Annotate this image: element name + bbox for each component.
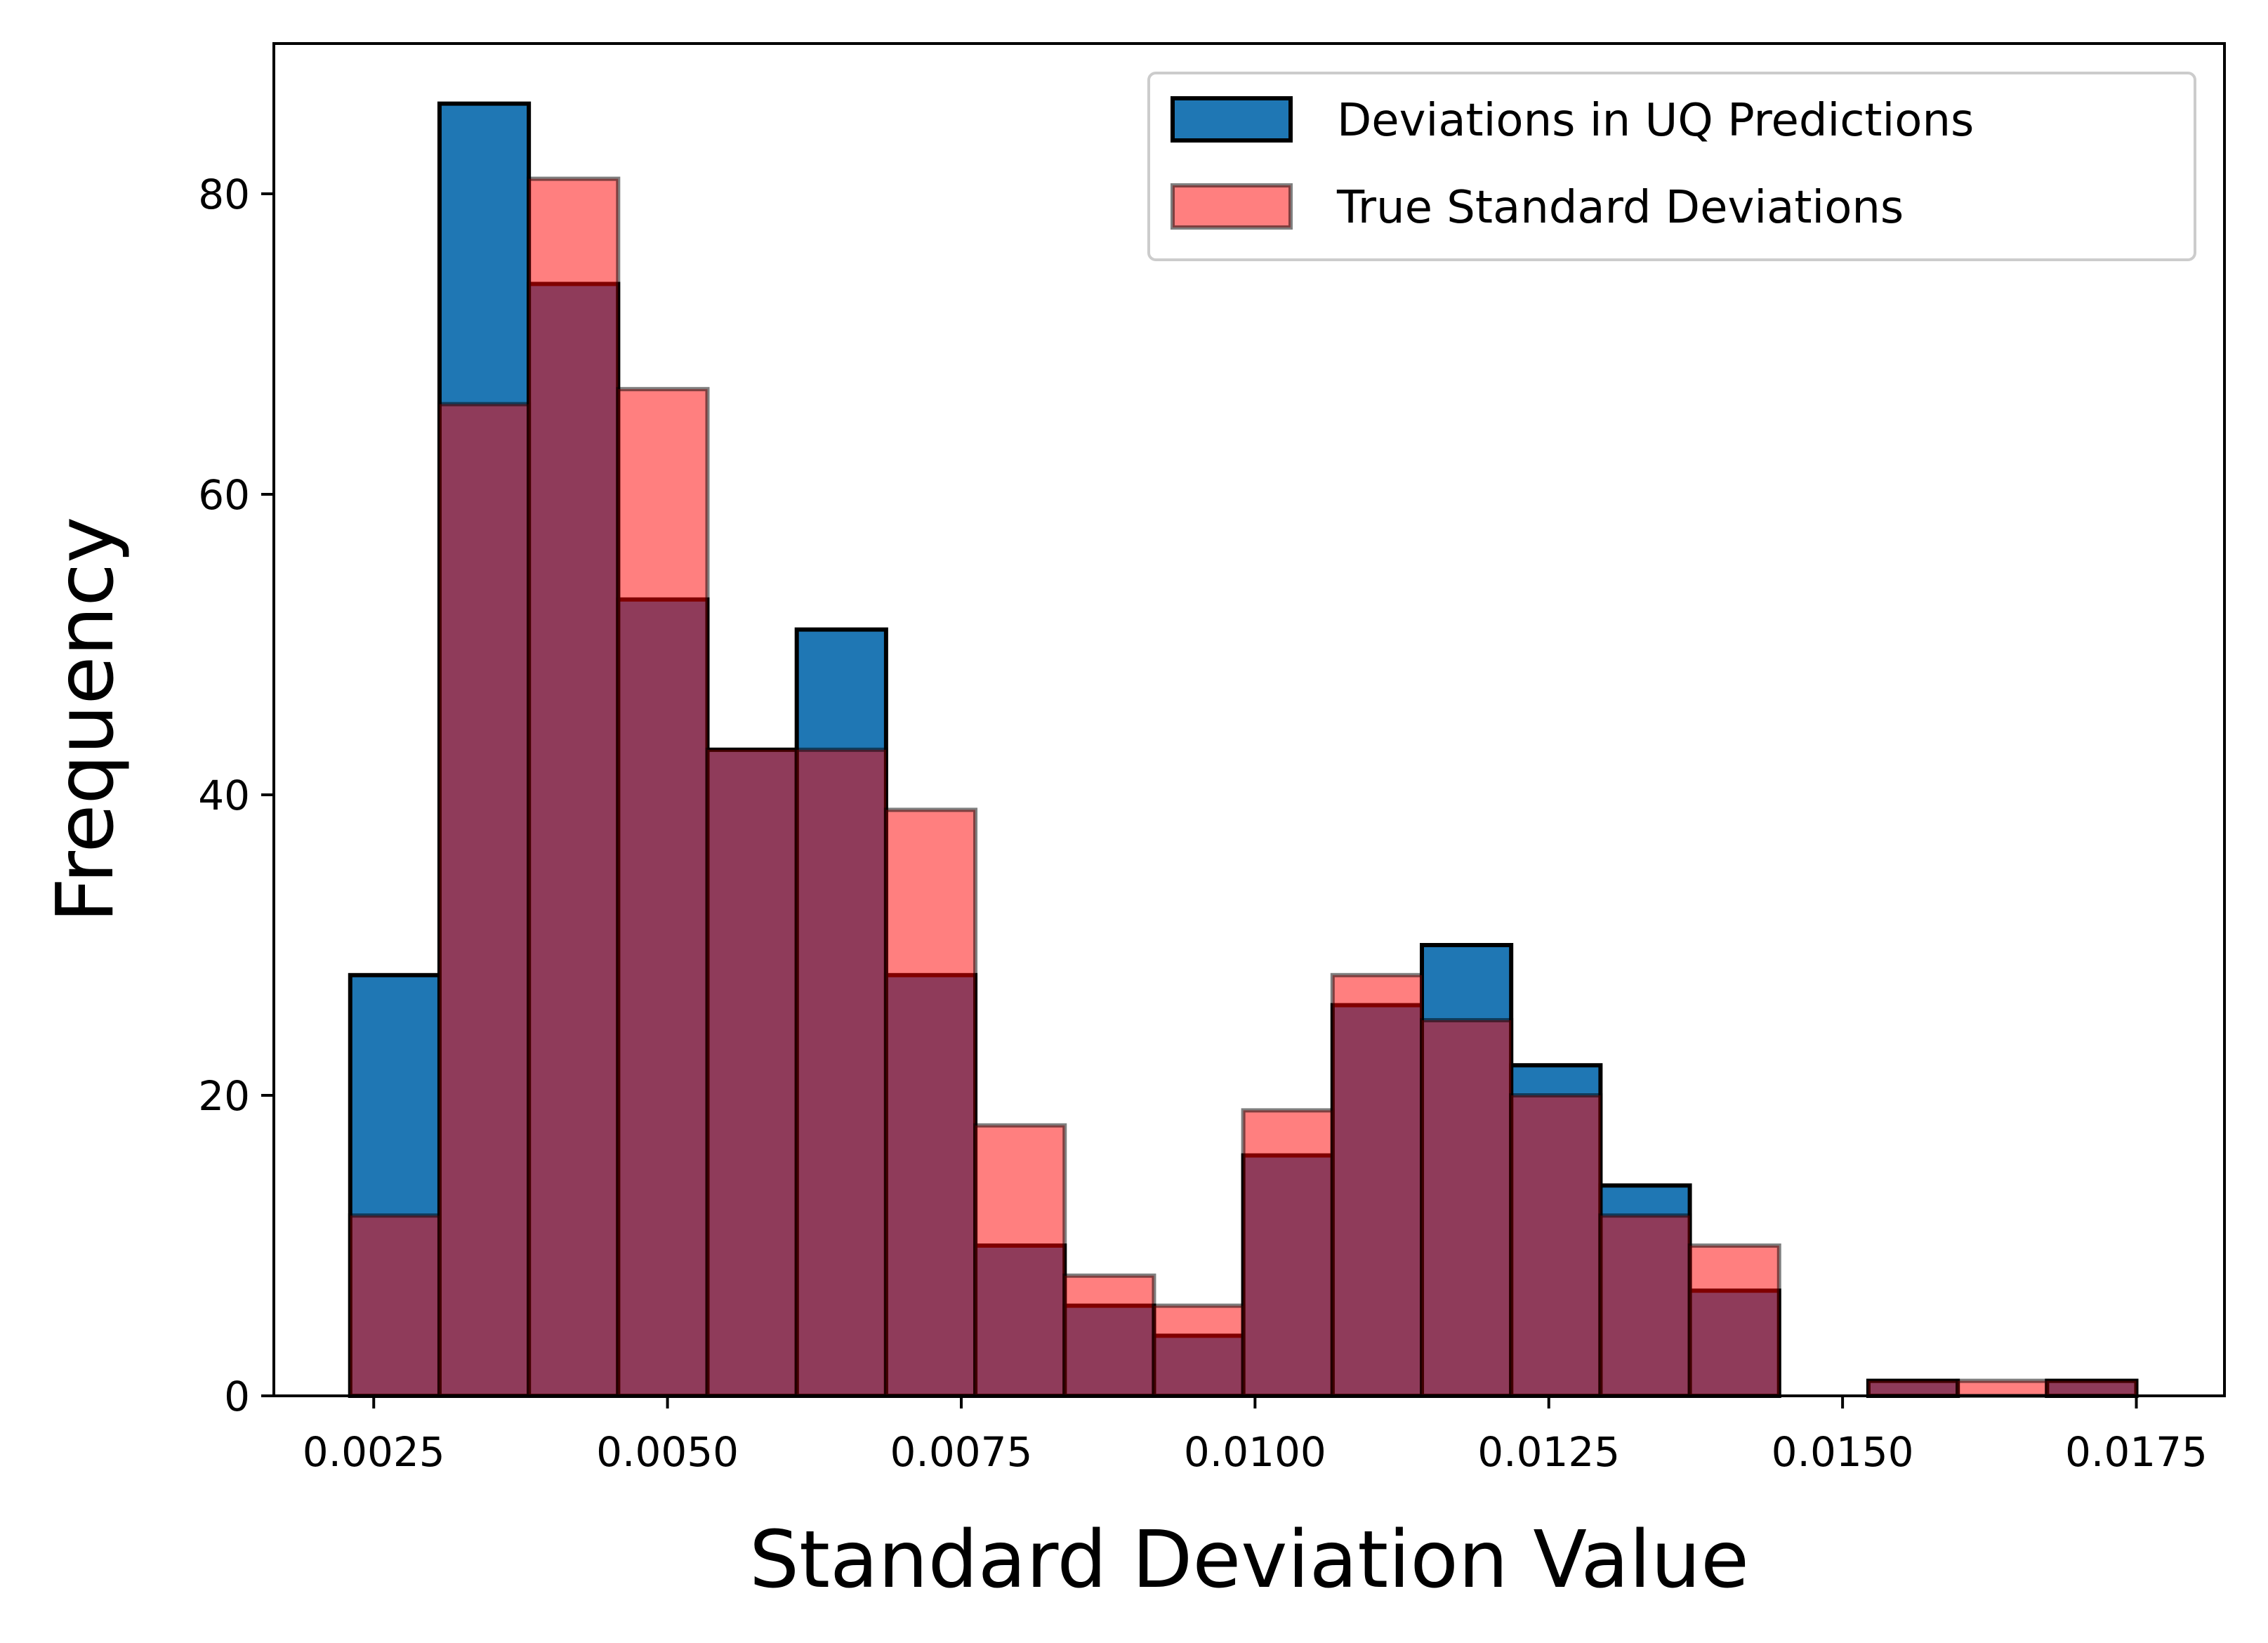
bar-true-std-8 <box>1062 1273 1156 1399</box>
y-tick-label-2: 40 <box>198 772 250 819</box>
bar-true-std-14 <box>1598 1213 1692 1398</box>
bar-true-std-6 <box>883 807 978 1398</box>
y-tick-label-0: 0 <box>224 1373 250 1420</box>
bar-true-std-10 <box>1241 1108 1335 1399</box>
bar-true-std-17 <box>1866 1378 1960 1398</box>
bar-true-std-11 <box>1330 972 1425 1399</box>
ticks-layer: 0.0025 0.0050 0.0075 0.0100 0.0125 0.0150 0.01… <box>198 171 2208 1476</box>
x-tick-label-4: 0.0125 <box>1477 1428 1620 1476</box>
x-tick-label-0: 0.0025 <box>303 1428 445 1476</box>
bar-true-std-1 <box>437 402 532 1398</box>
x-axis-label: Standard Deviation Value <box>749 1515 1749 1606</box>
bar-true-std-5 <box>794 747 888 1399</box>
x-tick-label-2: 0.0075 <box>890 1428 1033 1476</box>
bar-true-std-0 <box>348 1213 442 1398</box>
x-tick-label-6: 0.0175 <box>2065 1428 2208 1476</box>
y-tick-label-4: 80 <box>198 171 250 218</box>
bar-true-std-2 <box>527 176 621 1399</box>
legend-box <box>1147 72 2196 261</box>
x-tick-label-3: 0.0100 <box>1184 1428 1326 1476</box>
legend-swatch-true-std <box>1171 183 1293 230</box>
x-tick-label-1: 0.0050 <box>596 1428 739 1476</box>
x-tick-label-5: 0.0150 <box>1772 1428 1914 1476</box>
bar-true-std-15 <box>1687 1243 1781 1398</box>
legend-label-uq-predictions: Deviations in UQ Predictions <box>1337 95 1974 147</box>
bar-true-std-13 <box>1509 1093 1603 1398</box>
bar-true-std-7 <box>973 1123 1067 1399</box>
plot-frame <box>272 42 2226 1397</box>
legend-label-true-std: True Standard Deviations <box>1336 182 1904 234</box>
bar-true-std-18 <box>1956 1378 2050 1398</box>
bars-layer <box>348 101 2139 1399</box>
bar-true-std-9 <box>1152 1303 1246 1398</box>
bar-true-std-4 <box>705 747 799 1399</box>
legend-swatch-uq-predictions <box>1171 96 1293 143</box>
bar-true-std-12 <box>1420 1018 1514 1398</box>
legend: Deviations in UQ Predictions True Standa… <box>1147 72 2196 261</box>
y-tick-label-1: 20 <box>198 1072 250 1120</box>
y-tick-label-3: 60 <box>198 471 250 519</box>
y-axis-label: Frequency <box>40 517 131 923</box>
bar-true-std-3 <box>616 387 710 1399</box>
bar-true-std-19 <box>2045 1378 2139 1398</box>
